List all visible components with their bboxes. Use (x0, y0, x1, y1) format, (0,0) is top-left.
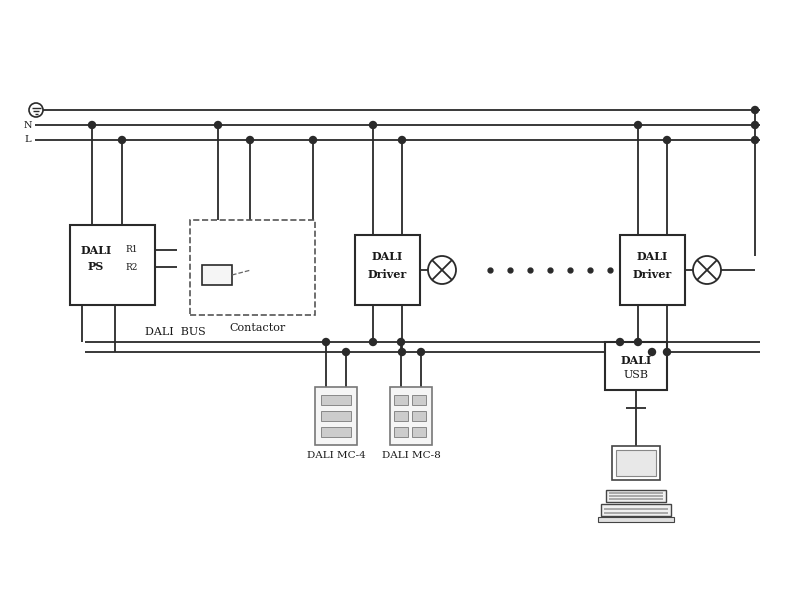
Bar (609, 492, 663, 494)
Bar (394, 411, 408, 421)
Text: DALI: DALI (371, 251, 402, 263)
Bar (394, 427, 408, 437)
Text: Driver: Driver (632, 269, 672, 280)
Circle shape (398, 338, 405, 346)
Circle shape (663, 349, 670, 355)
Bar (598, 517, 674, 522)
Circle shape (649, 349, 655, 355)
Text: Driver: Driver (367, 269, 406, 280)
Circle shape (370, 121, 377, 128)
Bar (616, 450, 656, 476)
Circle shape (89, 121, 95, 128)
Bar (609, 498, 663, 500)
Bar (601, 504, 671, 516)
Circle shape (398, 136, 406, 143)
Bar (604, 508, 668, 510)
Bar (604, 511, 668, 514)
Bar (202, 265, 232, 285)
Bar (321, 427, 351, 437)
Circle shape (663, 136, 670, 143)
Circle shape (370, 338, 377, 346)
Circle shape (751, 107, 758, 113)
Bar (394, 395, 408, 405)
Text: DALI: DALI (80, 245, 112, 256)
Bar (609, 495, 663, 497)
Text: Contactor: Contactor (229, 323, 285, 333)
Text: USB: USB (623, 370, 649, 380)
Circle shape (634, 338, 642, 346)
Circle shape (398, 349, 406, 355)
Bar (321, 395, 351, 405)
Circle shape (634, 121, 642, 128)
Bar (355, 235, 420, 305)
Text: PS: PS (88, 262, 104, 272)
Text: DALI: DALI (620, 355, 652, 365)
Bar (612, 446, 660, 480)
Circle shape (693, 256, 721, 284)
Circle shape (29, 103, 43, 117)
Circle shape (246, 136, 254, 143)
Bar (321, 411, 351, 421)
Circle shape (418, 349, 425, 355)
Circle shape (310, 136, 317, 143)
Circle shape (617, 338, 623, 346)
Text: R2: R2 (126, 263, 138, 271)
Circle shape (751, 136, 758, 143)
Circle shape (118, 136, 126, 143)
Bar (412, 411, 426, 421)
Bar (412, 395, 426, 405)
Bar (390, 387, 432, 445)
Bar (620, 235, 685, 305)
Text: DALI MC-8: DALI MC-8 (382, 451, 440, 460)
Bar (315, 387, 357, 445)
Circle shape (322, 338, 330, 346)
Circle shape (751, 121, 758, 128)
Circle shape (428, 256, 456, 284)
Circle shape (342, 349, 350, 355)
Text: DALI MC-4: DALI MC-4 (306, 451, 366, 460)
Circle shape (214, 121, 222, 128)
Bar (412, 427, 426, 437)
Text: DALI: DALI (636, 251, 668, 263)
Text: DALI  BUS: DALI BUS (145, 327, 206, 337)
Bar (70, 225, 155, 305)
Bar (605, 342, 667, 390)
Text: L: L (25, 136, 31, 145)
Bar (190, 220, 315, 315)
Text: N: N (24, 121, 32, 130)
Text: R1: R1 (126, 245, 138, 254)
Bar (606, 490, 666, 502)
